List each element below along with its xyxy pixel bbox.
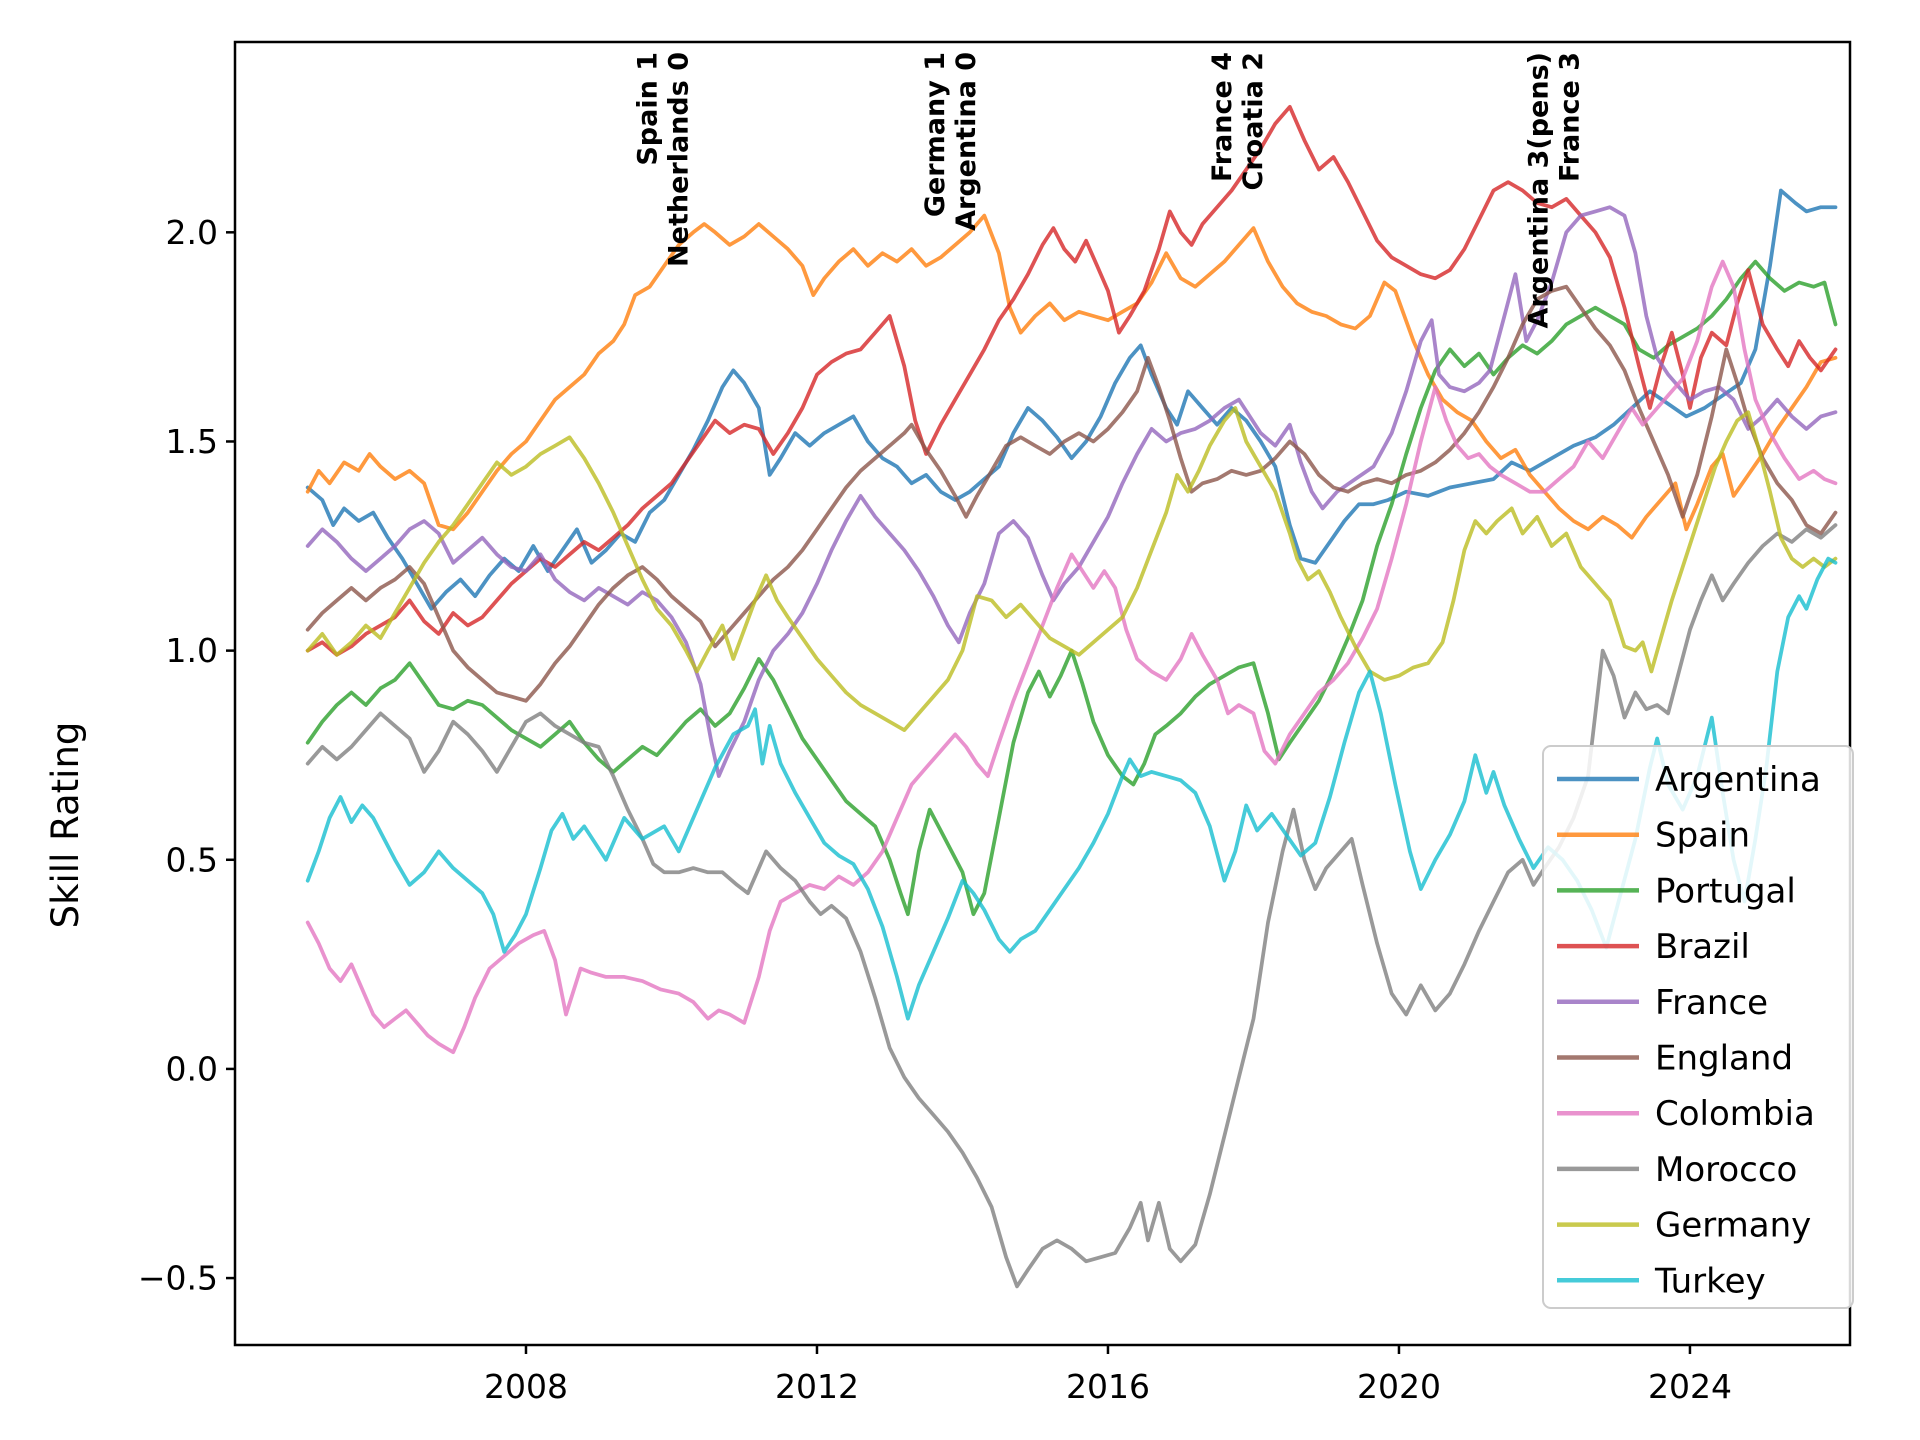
x-tick-label-2016: 2016 [1066, 1367, 1150, 1406]
legend-label-germany: Germany [1655, 1206, 1811, 1246]
annotation-france-3: France 3 [1555, 52, 1586, 182]
annotation-croatia-2: Croatia 2 [1238, 52, 1269, 190]
x-tick-label-2008: 2008 [484, 1367, 568, 1406]
legend-label-portugal: Portugal [1655, 871, 1796, 911]
legend-entry-argentina: Argentina [1557, 760, 1821, 800]
legend-label-brazil: Brazil [1655, 927, 1750, 967]
legend-label-england: England [1655, 1039, 1793, 1079]
legend-entry-germany: Germany [1557, 1206, 1811, 1246]
y-tick-label-0.5: 0.5 [166, 840, 218, 879]
annotation-argentina-0: Argentina 0 [951, 52, 982, 231]
y-tick-label--0.5: −0.5 [138, 1259, 218, 1298]
legend-entry-brazil: Brazil [1557, 927, 1750, 967]
legend-entry-turkey: Turkey [1557, 1261, 1766, 1301]
y-axis-label: Skill Rating [44, 722, 87, 929]
y-tick-label-0: 0.0 [166, 1049, 218, 1088]
x-tick-label-2024: 2024 [1648, 1367, 1732, 1406]
series-line-argentina [305, 188, 1838, 611]
legend-entry-england: England [1557, 1039, 1793, 1079]
series-line-brazil [305, 104, 1838, 657]
legend-label-spain: Spain [1655, 816, 1750, 856]
legend-label-morocco: Morocco [1655, 1150, 1797, 1190]
legend-entry-spain: Spain [1557, 816, 1750, 856]
series-line-england [305, 284, 1838, 703]
annotation-germany-1: Germany 1 [920, 52, 951, 217]
legend-entry-france: France [1557, 983, 1768, 1023]
annotation-netherlands-0: Netherlands 0 [663, 52, 694, 267]
series-line-spain [305, 213, 1838, 540]
legend-entry-portugal: Portugal [1557, 871, 1796, 911]
series-line-morocco [305, 523, 1838, 1289]
series-line-france [305, 205, 1838, 778]
legend-label-turkey: Turkey [1654, 1261, 1766, 1301]
annotation-france-4: France 4 [1207, 52, 1238, 182]
x-tick-label-2020: 2020 [1357, 1367, 1441, 1406]
series-line-portugal [305, 259, 1838, 917]
y-tick-label-2: 2.0 [166, 213, 218, 252]
annotation-spain-1: Spain 1 [632, 52, 663, 166]
plot-border [233, 40, 1852, 1347]
x-tick-label-2012: 2012 [775, 1367, 859, 1406]
legend-label-colombia: Colombia [1655, 1094, 1815, 1134]
legend-entry-colombia: Colombia [1557, 1094, 1815, 1134]
legend-label-france: France [1655, 983, 1768, 1023]
y-tick-label-1: 1.0 [166, 631, 218, 670]
series-line-germany [305, 406, 1838, 732]
y-tick-label-1.5: 1.5 [166, 422, 218, 461]
series-line-colombia [305, 259, 1838, 1055]
legend-label-argentina: Argentina [1655, 760, 1821, 800]
legend: Argentina Spain Portugal Brazil France Englan… [1542, 745, 1854, 1309]
legend-entry-morocco: Morocco [1557, 1150, 1797, 1190]
annotation-argentina-3-pens: Argentina 3(pens) [1524, 52, 1555, 328]
